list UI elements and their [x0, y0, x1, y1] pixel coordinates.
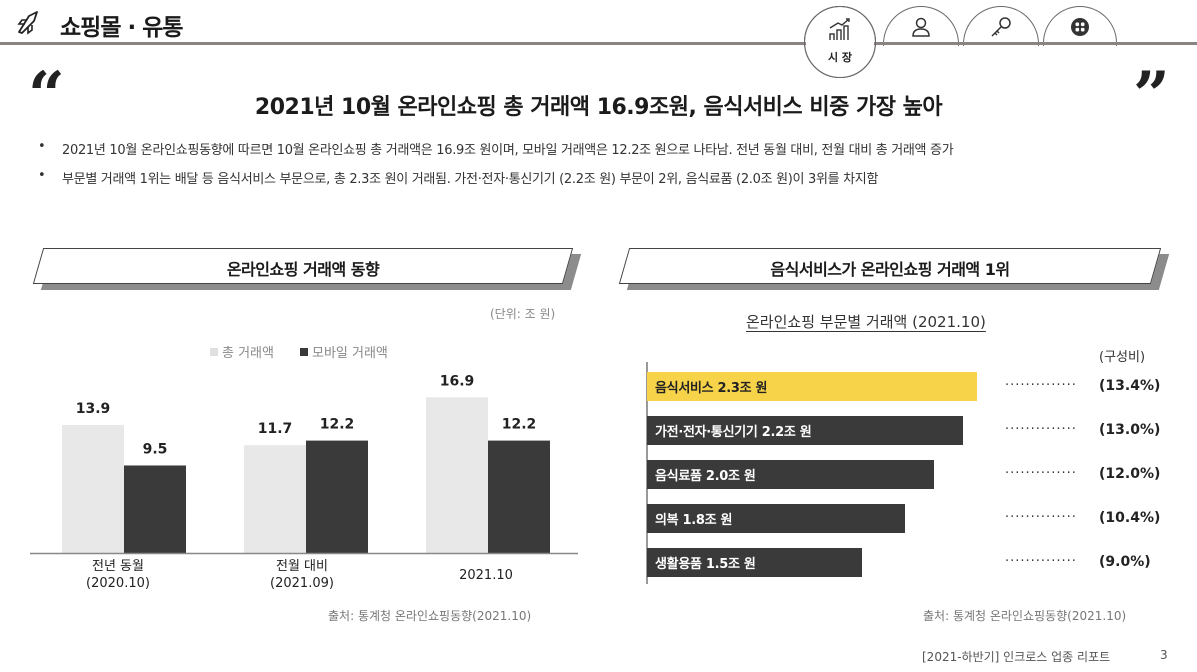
leader-dots: ·············· — [1005, 510, 1077, 525]
sector-bar-label: 생활용품 1.5조 원 — [655, 557, 756, 572]
sector-bar: 생활용품 1.5조 원 — [647, 548, 863, 577]
right-chart-title: 온라인쇼핑 부문별 거래액 (2021.10) — [746, 313, 986, 331]
bar-mobile — [488, 440, 550, 553]
close-quote-icon: ” — [1133, 58, 1170, 133]
bullet-item: 부문별 거래액 1위는 배달 등 음식서비스 부문으로, 총 2.3조 원이 거… — [38, 168, 953, 197]
bar-value-label: 16.9 — [440, 373, 475, 389]
sector-bar-label: 의복 1.8조 원 — [655, 513, 733, 528]
leader-dots: ·············· — [1005, 466, 1077, 481]
sector-bar-label: 음식서비스 2.3조 원 — [655, 381, 768, 396]
rocket-icon — [17, 11, 38, 35]
bar-value-label: 12.2 — [502, 417, 537, 433]
category-label-current: 2021.10 — [459, 568, 513, 583]
right-source: 출처: 통계청 온라인쇼핑동향(2021.10) — [923, 609, 1127, 623]
open-quote-icon: “ — [28, 58, 65, 133]
legend-swatch-total — [210, 347, 218, 356]
sector-bar-label: 가전·전자·통신기기 2.2조 원 — [655, 425, 812, 440]
leader-dots: ·············· — [1005, 554, 1077, 569]
sector-share-label: (13.4%) — [1099, 378, 1161, 394]
legend-swatch-mobile — [300, 347, 308, 356]
bar-value-label: 12.2 — [320, 417, 355, 433]
bar-value-label: 13.9 — [76, 401, 111, 417]
tab-key[interactable] — [963, 6, 1039, 46]
key-icon — [991, 16, 1011, 37]
sector-bar: 의복 1.8조 원 — [647, 504, 906, 533]
legend-label-total: 총 거래액 — [222, 346, 274, 361]
leader-dots: ·············· — [1005, 422, 1077, 437]
tab-market-ring — [804, 6, 876, 78]
summary-bullets: 2021년 10월 온라인쇼핑동향에 따르면 10월 온라인쇼핑 총 거래액은 … — [38, 139, 954, 197]
left-panel-banner: 온라인쇼핑 거래액 동향 — [32, 248, 582, 290]
bar-total — [426, 397, 488, 553]
sector-bar: 음식료품 2.0조 원 — [647, 460, 934, 489]
bar-value-label: 9.5 — [143, 441, 168, 457]
legend-label-mobile: 모바일 거래액 — [312, 346, 388, 361]
sector-bar: 가전·전자·통신기기 2.2조 원 — [647, 416, 963, 445]
right-panel-title: 음식서비스가 온라인쇼핑 거래액 1위 — [770, 260, 1010, 279]
section-title: 쇼핑몰 · 유통 — [60, 15, 184, 41]
legend-total: 총 거래액 — [210, 342, 274, 361]
page-headline: 2021년 10월 온라인쇼핑 총 거래액 16.9조원, 음식서비스 비중 가… — [254, 95, 943, 120]
trend-bar-chart: 13.9 11.7 16.9 9.5 12.2 12.2 — [30, 373, 578, 555]
right-panel-banner: 음식서비스가 온라인쇼핑 거래액 1위 — [618, 248, 1170, 290]
unit-label: (단위: 조 원) — [490, 307, 556, 321]
legend-mobile: 모바일 거래액 — [300, 342, 388, 361]
tab-user[interactable] — [883, 6, 959, 46]
ratio-header: (구성비) — [1099, 350, 1146, 365]
report-footer: [2021-하반기] 인크로스 업종 리포트 — [922, 650, 1111, 664]
sector-share-label: (12.0%) — [1099, 466, 1161, 482]
bar-total — [244, 445, 306, 553]
bullet-item: 2021년 10월 온라인쇼핑동향에 따르면 10월 온라인쇼핑 총 거래액은 … — [38, 139, 954, 168]
sector-share-label: (9.0%) — [1099, 554, 1151, 570]
bar-mobile — [124, 465, 186, 553]
tab-apps[interactable] — [1043, 6, 1117, 46]
apps-icon — [1071, 17, 1089, 36]
bar-mobile — [306, 440, 368, 553]
header-divider — [0, 42, 1197, 45]
page-number: 3 — [1160, 648, 1168, 662]
left-source: 출처: 통계청 온라인쇼핑동향(2021.10) — [328, 609, 532, 623]
leader-dots: ·············· — [1005, 378, 1077, 393]
sector-bar-label: 음식료품 2.0조 원 — [655, 469, 756, 484]
bar-total — [62, 424, 124, 553]
category-label-prev-month: 전월 대비 (2021.09) — [270, 559, 334, 591]
tab-market-caption: 시 장 — [827, 51, 853, 64]
sector-bar: 음식서비스 2.3조 원 — [647, 372, 977, 401]
user-icon — [912, 17, 930, 37]
left-panel-title: 온라인쇼핑 거래액 동향 — [226, 260, 380, 279]
category-label-prev-year: 전년 동월 (2020.10) — [86, 559, 150, 591]
right-chart-axis — [646, 362, 648, 584]
sector-share-label: (10.4%) — [1099, 510, 1161, 526]
sector-share-label: (13.0%) — [1099, 422, 1161, 438]
bar-value-label: 11.7 — [258, 421, 293, 437]
